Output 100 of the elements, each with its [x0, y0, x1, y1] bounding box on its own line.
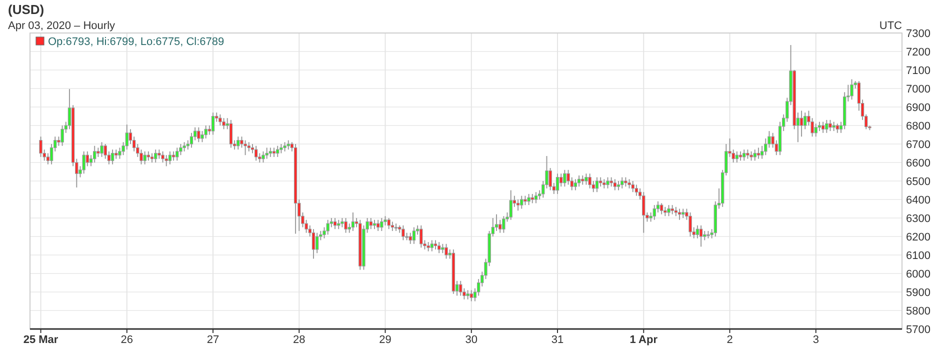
candlestick — [229, 119, 233, 148]
y-tick-label: 7200 — [906, 46, 930, 58]
y-tick-label: 7000 — [906, 83, 930, 96]
candlestick — [631, 180, 634, 193]
candlestick — [176, 147, 179, 162]
candlestick — [738, 150, 742, 162]
candlestick — [387, 218, 390, 230]
candlestick — [613, 178, 617, 191]
candlestick — [93, 145, 96, 163]
candlestick — [750, 150, 753, 162]
candlestick — [588, 173, 592, 189]
candlestick — [825, 119, 828, 134]
candlestick — [800, 110, 804, 138]
x-tick-label: 3 — [812, 334, 819, 346]
candlestick — [390, 221, 394, 232]
candlestick — [96, 147, 100, 158]
candlestick — [86, 150, 90, 167]
candlestick — [502, 216, 506, 234]
x-tick-label: 1 Apr — [630, 334, 658, 346]
candlestick — [426, 242, 430, 252]
x-tick-label: 25 Mar — [23, 334, 59, 346]
candlestick — [556, 173, 560, 194]
candlestick — [606, 176, 610, 189]
candlestick — [60, 125, 64, 146]
y-tick-label: 6000 — [906, 268, 930, 280]
y-tick-label: 6700 — [906, 138, 930, 151]
candlestick — [265, 147, 268, 160]
candlestick — [466, 290, 470, 300]
candlestick — [110, 149, 114, 165]
candlestick — [756, 147, 760, 160]
candlestick — [262, 150, 265, 163]
candlestick — [164, 154, 168, 167]
candlestick — [610, 176, 613, 188]
y-tick-label: 6800 — [906, 120, 930, 132]
candlestick — [459, 280, 462, 296]
y-tick-label: 6300 — [906, 212, 930, 225]
candlestick — [272, 147, 276, 158]
candlestick — [268, 147, 272, 158]
candlestick — [369, 218, 372, 230]
y-tick-label: 6500 — [906, 176, 930, 188]
candlestick — [527, 193, 530, 206]
candlestick — [821, 121, 825, 134]
candlestick — [509, 190, 512, 220]
candlestick — [283, 142, 286, 152]
candlestick — [667, 204, 670, 217]
candlestick — [344, 218, 348, 234]
candlestick — [524, 195, 527, 206]
y-tick-label: 5700 — [906, 324, 930, 336]
annotation: Op:6793, Hi:6799, Lo:6775, Cl:6789 — [48, 36, 224, 48]
y-tick-label: 6100 — [906, 250, 930, 262]
candlestick — [222, 118, 226, 130]
candlestick — [584, 173, 588, 186]
candlestick — [247, 142, 250, 152]
candlestick — [236, 136, 240, 150]
candlestick — [434, 240, 438, 250]
candlestick — [832, 121, 836, 132]
candlestick — [114, 149, 118, 160]
x-tick-label: 28 — [293, 334, 306, 346]
x-tick-label: 29 — [379, 334, 392, 346]
candlestick — [412, 226, 416, 244]
candlestick — [39, 136, 42, 158]
candlestick — [204, 125, 208, 139]
candlestick — [402, 224, 405, 241]
y-tick-label: 5900 — [906, 286, 930, 299]
candlestick — [828, 119, 832, 132]
candlestick — [82, 150, 86, 174]
candlestick — [703, 230, 706, 241]
candlestick — [574, 178, 578, 191]
candlestick — [699, 224, 703, 248]
candlestick — [408, 232, 412, 244]
candlestick — [276, 145, 280, 158]
y-tick-label: 6600 — [906, 157, 930, 170]
x-tick-label: 2 — [726, 334, 733, 346]
y-tick-label: 6900 — [906, 102, 930, 114]
candlestick — [581, 174, 584, 186]
candlestick — [577, 174, 581, 188]
candlestick — [254, 145, 258, 162]
candlestick — [376, 219, 380, 232]
candlestick — [372, 219, 376, 230]
chart-subtitle: Apr 03, 2020 – Hourly — [8, 20, 116, 32]
candlestick — [836, 123, 839, 134]
y-tick-label: 6400 — [906, 194, 930, 206]
text: UTC — [879, 20, 902, 32]
candlestick — [660, 202, 664, 215]
candlestick — [280, 144, 283, 154]
candlestick — [560, 173, 563, 188]
candlestick — [563, 169, 566, 188]
candlestick — [337, 219, 340, 230]
chart-title: (USD) — [8, 2, 44, 17]
candlestick — [218, 114, 222, 126]
candlestick — [598, 176, 602, 188]
candlestick — [850, 78, 854, 100]
candlestick — [688, 212, 692, 237]
candlestick — [616, 180, 620, 191]
candlestick — [158, 149, 161, 160]
candlestick — [444, 243, 448, 260]
x-tick-label: 30 — [465, 334, 478, 346]
x-tick-label: 26 — [120, 334, 134, 346]
y-tick-label: 6200 — [906, 231, 930, 244]
candlestick — [674, 206, 678, 217]
